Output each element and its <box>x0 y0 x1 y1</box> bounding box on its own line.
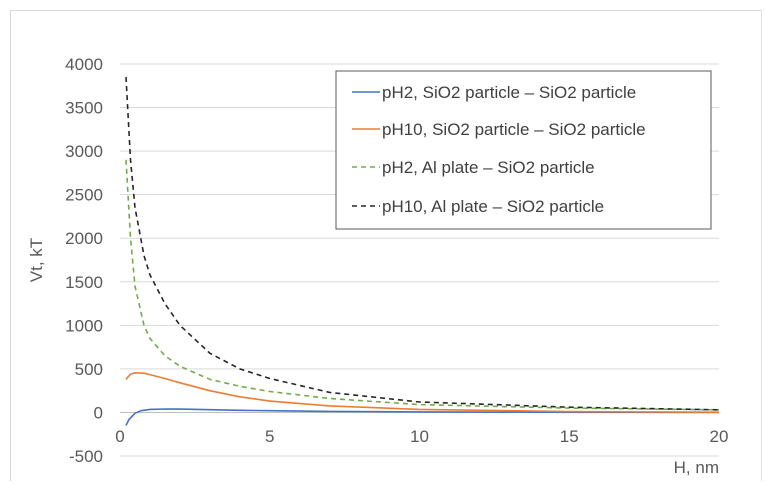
y-tick-label: -500 <box>69 447 103 466</box>
y-tick-label: 1000 <box>65 316 103 335</box>
y-tick-label: 500 <box>75 360 103 379</box>
legend: pH2, SiO2 particle – SiO2 particle pH10, … <box>335 70 712 230</box>
legend-label-4: pH10, Al plate – SiO2 particle <box>382 197 604 216</box>
y-tick-label: 3000 <box>65 142 103 161</box>
y-tick-label: 2000 <box>65 229 103 248</box>
series-line-2 <box>125 372 720 413</box>
x-axis-label: H, nm <box>674 458 719 477</box>
x-tick-label: 10 <box>410 427 429 446</box>
y-tick-label: 4000 <box>65 55 103 74</box>
series-line-4 <box>125 77 720 411</box>
x-tick-label: 5 <box>265 427 274 446</box>
x-tick-label: 0 <box>115 427 124 446</box>
y-axis-label: Vt, kT <box>27 238 46 282</box>
legend-label-3: pH2, Al plate – SiO2 particle <box>382 158 595 177</box>
legend-box <box>335 70 712 230</box>
y-tick-label: 2500 <box>65 186 103 205</box>
y-tick-label: 3500 <box>65 99 103 118</box>
x-tick-label: 15 <box>560 427 579 446</box>
chart-frame <box>10 10 762 481</box>
x-tick-labels: 0 5 10 15 20 <box>115 427 728 446</box>
legend-label-2: pH10, SiO2 particle – SiO2 particle <box>382 120 646 139</box>
x-tick-label: 20 <box>710 427 729 446</box>
y-tick-label: 0 <box>94 403 103 422</box>
series-line-1 <box>125 408 720 426</box>
series-line-3 <box>125 159 720 411</box>
series-lines <box>125 77 720 426</box>
legend-label-1: pH2, SiO2 particle – SiO2 particle <box>382 83 636 102</box>
y-tick-label: 1500 <box>65 273 103 292</box>
y-tick-labels: 4000 3500 3000 2500 2000 1500 1000 500 0 -500 <box>65 55 103 466</box>
